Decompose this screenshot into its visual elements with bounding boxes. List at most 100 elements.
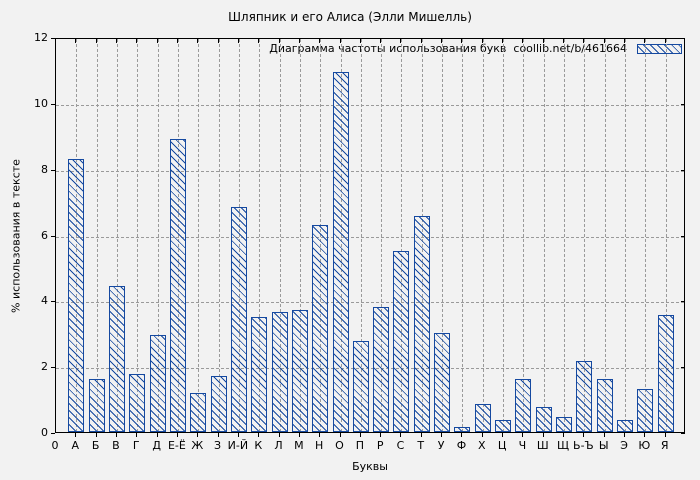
x-axis-tick [664,433,666,437]
x-axis-tick [603,433,605,437]
bar-Д [149,334,166,432]
h-gridline [56,368,684,370]
x-axis-tick [136,433,138,437]
x-origin-label: 0 [51,439,59,452]
x-axis-tick-top [400,39,402,43]
x-axis-tick [319,433,321,437]
v-gridline [625,39,627,432]
v-gridline [665,39,667,432]
x-tick-label: Б [91,439,100,452]
x-axis-tick [339,433,341,437]
y-axis-tick [51,103,55,105]
y-axis-tick [51,367,55,369]
x-axis-tick-top [278,39,280,43]
x-tick-label: З [214,439,222,452]
x-tick-label: Щ [557,439,570,452]
bar-К [251,316,268,432]
x-axis-tick [624,433,626,437]
x-tick-label: Ц [497,439,507,452]
v-gridline [116,39,118,432]
x-axis-tick [644,433,646,437]
bar-О [332,71,349,432]
x-axis-tick-top [380,39,382,43]
x-axis-tick [197,433,199,437]
y-axis-tick [51,301,55,303]
x-axis-tick-top [298,39,300,43]
x-axis-tick-top [136,39,138,43]
y-tick-label: 2 [41,360,48,374]
bar-Ю [637,389,654,432]
x-axis-tick [278,433,280,437]
v-gridline [401,39,403,432]
x-axis-tick [563,433,565,437]
v-gridline [299,39,301,432]
x-tick-label: О [335,439,344,452]
v-gridline [360,39,362,432]
bar-Е-Ё [169,139,186,432]
v-gridline [564,39,566,432]
x-tick-label: Л [274,439,283,452]
x-axis-tick [359,433,361,437]
x-axis-tick-top [339,39,341,43]
x-axis-tick [380,433,382,437]
x-axis-tick-top [115,39,117,43]
y-axis-tick-mirror [681,38,685,39]
x-axis-tick-top [359,39,361,43]
y-tick-label: 12 [34,31,48,44]
bar-Х [474,404,491,432]
x-axis-tick [176,433,178,437]
x-tick-label: П [355,439,364,452]
y-tick-label: 6 [41,228,48,242]
h-gridline [56,170,684,172]
bar-У [434,333,451,432]
v-gridline [482,39,484,432]
bar-Н [312,224,329,432]
h-gridline [56,302,684,304]
x-tick-label: Э [620,439,628,452]
x-axis-tick-top [644,39,646,43]
x-axis-tick [441,433,443,437]
y-tick-label: 0 [41,426,48,439]
x-axis-tick [258,433,260,437]
x-tick-label: М [294,439,304,452]
bar-Ф [454,427,471,432]
x-axis-tick-top [481,39,483,43]
bar-М [291,310,308,432]
x-axis-tick [522,433,524,437]
legend-label: Диаграмма частоты использования букв coo… [269,42,627,55]
bar-П [352,341,369,432]
v-gridline [259,39,261,432]
y-axis-tick-mirror [681,169,685,171]
y-axis-tick-mirror [681,103,685,105]
x-axis-tick-top [624,39,626,43]
chart-title: Шляпник и его Алиса (Элли Мишелль) [228,10,472,24]
x-axis-tick-top [664,39,666,43]
x-axis-tick [217,433,219,437]
x-tick-label: У [437,439,445,452]
y-axis-tick [51,235,55,237]
x-axis-tick-top [583,39,585,43]
x-axis-tick [542,433,544,437]
v-gridline [645,39,647,432]
v-gridline [523,39,525,432]
bar-Л [271,311,288,432]
x-tick-label: К [254,439,263,452]
x-axis-tick-top [75,39,77,43]
y-tick-label: 4 [41,294,48,308]
x-axis-tick-top [197,39,199,43]
x-axis-tick [95,433,97,437]
v-gridline [198,39,200,432]
y-tick-label: 8 [41,162,48,176]
x-tick-label: Д [152,439,161,452]
x-tick-label: Н [315,439,324,452]
y-axis-tick [51,433,55,434]
y-axis-tick [51,169,55,171]
x-tick-label: Ж [191,439,204,452]
x-axis-tick [298,433,300,437]
legend-swatch-icon [637,43,682,54]
bar-Ш [535,407,552,432]
v-gridline [503,39,505,432]
x-tick-label: Ф [456,439,467,452]
x-axis-tick-top [156,39,158,43]
v-gridline [604,39,606,432]
